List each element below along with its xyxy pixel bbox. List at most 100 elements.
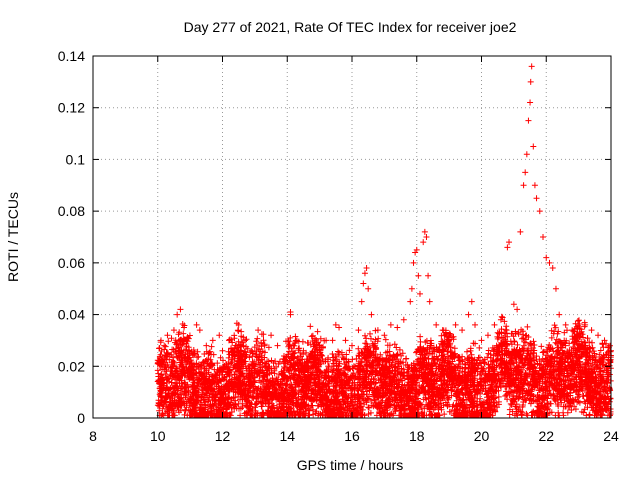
grid-lines [93,56,611,418]
data-point [556,311,563,318]
data-point [520,182,527,189]
x-axis-label: GPS time / hours [297,457,404,473]
x-tick-label: 10 [150,428,166,444]
data-point [546,259,553,266]
data-point [203,342,210,349]
data-point [209,337,216,344]
data-point [361,270,368,277]
data-point [219,347,226,354]
data-point [423,234,430,240]
data-point [510,301,517,308]
data-point [497,316,504,323]
data-point [540,234,547,240]
data-point [180,337,187,344]
data-point [522,169,529,176]
data-point [281,352,288,359]
data-point [400,316,407,323]
data-point [164,332,171,339]
data-point [549,265,556,272]
data-point [170,327,177,334]
data-point [287,311,294,318]
y-axis-label: ROTI / TECUs [5,192,21,282]
data-point [313,342,320,349]
data-point [154,360,161,367]
data-point [177,306,184,313]
data-point [394,324,401,331]
data-point [575,332,582,339]
data-point [216,332,223,339]
data-point [293,337,300,344]
data-point [381,332,388,339]
data-point [358,298,365,305]
data-point [157,337,164,344]
data-point [517,228,524,235]
data-point [533,195,540,202]
y-tick-label: 0.06 [58,255,85,271]
data-point [569,327,576,334]
x-tick-label: 24 [603,428,619,444]
data-point [332,321,339,328]
data-point [408,285,415,292]
y-tick-label: 0.12 [58,100,85,116]
data-point [582,321,589,328]
y-axis: 0 0.02 0.04 0.06 0.08 0.1 0.12 0.14 [58,48,611,426]
data-point [588,327,595,334]
data-point [193,321,200,328]
data-point [525,117,532,124]
data-point [543,254,550,261]
y-tick-label: 0.1 [66,151,86,167]
data-point [506,239,513,246]
data-point [407,298,414,305]
data-point [196,327,203,334]
data-point [374,327,381,334]
data-point [421,228,428,235]
data-point [336,324,343,331]
x-tick-label: 8 [89,428,97,444]
data-point [530,143,537,150]
data-point [349,342,355,349]
x-axis: 8 10 12 14 16 18 20 22 24 [89,56,619,444]
data-point [472,321,479,328]
data-points [154,63,614,419]
y-tick-label: 0.02 [58,358,85,374]
data-point [433,321,440,328]
data-point [300,347,307,354]
data-point [527,99,534,106]
data-point [426,298,433,305]
data-point [355,327,362,334]
data-point [342,337,349,344]
data-point [415,272,422,279]
data-point [368,311,375,318]
data-point [468,298,475,305]
y-tick-label: 0.08 [58,203,85,219]
dense-point-cloud [154,313,614,419]
chart-title: Day 277 of 2021, Rate Of TEC Index for r… [184,19,517,35]
y-tick-label: 0 [77,410,85,426]
data-point [248,347,255,354]
data-point [478,337,485,344]
data-point [523,151,530,158]
x-tick-label: 12 [215,428,231,444]
data-point [187,350,194,357]
data-point [323,337,330,344]
data-point [174,311,181,318]
data-point [420,239,427,246]
data-point [528,63,535,70]
data-point [504,244,511,251]
x-tick-label: 16 [344,428,360,444]
data-point [363,265,370,272]
data-point [527,78,534,85]
data-point [452,321,459,328]
x-tick-label: 20 [474,428,490,444]
y-tick-label: 0.04 [58,307,85,323]
data-point [306,352,313,359]
data-point [225,337,232,344]
data-point [514,306,521,313]
data-point [413,246,420,253]
x-tick-label: 18 [409,428,425,444]
data-point [446,332,453,339]
data-point [601,337,608,344]
data-point [459,327,466,334]
data-point [274,342,281,349]
